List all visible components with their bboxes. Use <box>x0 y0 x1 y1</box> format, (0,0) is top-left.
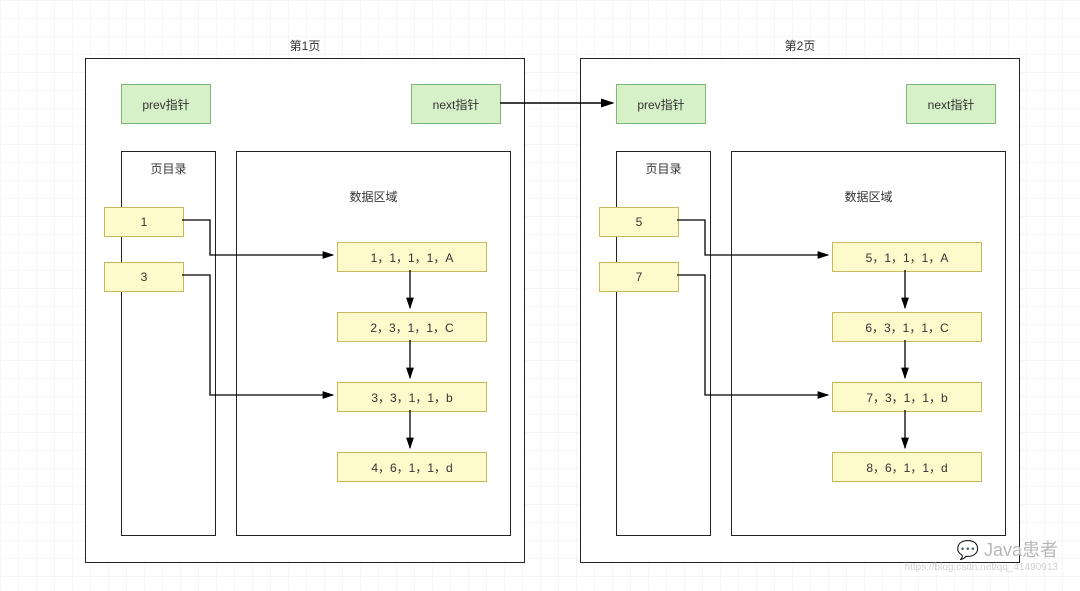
page-2-prev-pointer: prev指针 <box>616 84 706 124</box>
data-row-value: 6，3，1，1，C <box>865 319 948 336</box>
data-row-value: 2，3，1，1，C <box>370 319 453 336</box>
watermark-sub: https://blog.csdn.net/qq_41490913 <box>905 562 1058 573</box>
page-1-next-pointer: next指针 <box>411 84 501 124</box>
directory-label: 页目录 <box>617 160 710 177</box>
dir-entry: 1 <box>104 207 184 237</box>
data-row: 7，3，1，1，b <box>832 382 982 412</box>
dir-entry: 7 <box>599 262 679 292</box>
data-row: 3，3，1，1，b <box>337 382 487 412</box>
page-1: 第1页 prev指针 next指针 页目录 1 3 数据区域 1，1，1，1，A… <box>85 58 525 563</box>
prev-label: prev指针 <box>142 96 189 113</box>
dir-entry-value: 1 <box>141 215 148 229</box>
data-row-value: 8，6，1，1，d <box>866 459 947 476</box>
prev-label: prev指针 <box>637 96 684 113</box>
data-area-label: 数据区域 <box>732 188 1005 205</box>
page-1-directory: 页目录 1 3 <box>121 151 216 536</box>
data-row-value: 3，3，1，1，b <box>371 389 452 406</box>
next-label: next指针 <box>928 96 975 113</box>
data-row-value: 7，3，1，1，b <box>866 389 947 406</box>
page-1-prev-pointer: prev指针 <box>121 84 211 124</box>
dir-entry-value: 3 <box>141 270 148 284</box>
data-row-value: 1，1，1，1，A <box>371 249 454 266</box>
dir-entry: 5 <box>599 207 679 237</box>
page-1-data-area: 数据区域 1，1，1，1，A 2，3，1，1，C 3，3，1，1，b 4，6，1… <box>236 151 511 536</box>
page-2-directory: 页目录 5 7 <box>616 151 711 536</box>
dir-entry-value: 5 <box>636 215 643 229</box>
data-row: 6，3，1，1，C <box>832 312 982 342</box>
page-2: 第2页 prev指针 next指针 页目录 5 7 数据区域 5，1，1，1，A… <box>580 58 1020 563</box>
data-row-value: 4，6，1，1，d <box>371 459 452 476</box>
data-row: 1，1，1，1，A <box>337 242 487 272</box>
page-2-next-pointer: next指针 <box>906 84 996 124</box>
next-label: next指针 <box>433 96 480 113</box>
data-row: 4，6，1，1，d <box>337 452 487 482</box>
page-2-data-area: 数据区域 5，1，1，1，A 6，3，1，1，C 7，3，1，1，b 8，6，1… <box>731 151 1006 536</box>
data-row-value: 5，1，1，1，A <box>866 249 949 266</box>
data-row: 2，3，1，1，C <box>337 312 487 342</box>
dir-entry-value: 7 <box>636 270 643 284</box>
directory-label: 页目录 <box>122 160 215 177</box>
dir-entry: 3 <box>104 262 184 292</box>
page-2-title: 第2页 <box>581 37 1019 54</box>
data-row: 5，1，1，1，A <box>832 242 982 272</box>
page-1-title: 第1页 <box>86 37 524 54</box>
data-row: 8，6，1，1，d <box>832 452 982 482</box>
data-area-label: 数据区域 <box>237 188 510 205</box>
